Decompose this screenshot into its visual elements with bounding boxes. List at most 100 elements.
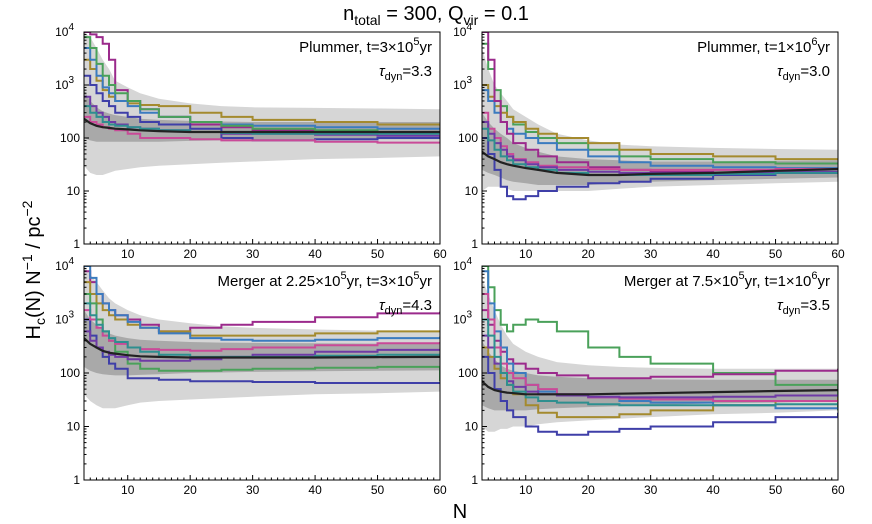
- x-tick-label: 50: [769, 247, 783, 261]
- x-tick-label: 40: [308, 247, 322, 261]
- ylabel-pc: / pc: [23, 216, 45, 254]
- y-tick-base: 10: [453, 25, 467, 39]
- x-tick-label: 60: [433, 483, 447, 497]
- x-tick-label: 10: [519, 247, 533, 261]
- ylabel-exp2: −2: [19, 200, 35, 216]
- band-outer: [482, 48, 838, 191]
- ann-tau-sub: dyn: [385, 71, 403, 83]
- ann-tau-sub: dyn: [783, 71, 801, 83]
- y-tick-sup: 3: [466, 310, 472, 321]
- y-tick-base: 10: [453, 78, 467, 92]
- y-tick-label: 104: [453, 256, 472, 273]
- title-n-sub: total: [354, 12, 380, 28]
- y-tick-sup: 4: [68, 22, 74, 33]
- ann-seg: Plummer, t=3×10: [299, 39, 413, 56]
- y-tick-sup: 3: [68, 310, 74, 321]
- series-line-6: [482, 334, 838, 399]
- x-tick-label: 50: [371, 247, 385, 261]
- series-line-2: [482, 89, 838, 170]
- x-tick-label: 10: [121, 483, 135, 497]
- y-tick-base: 10: [453, 259, 467, 273]
- x-tick-label: 40: [706, 247, 720, 261]
- ann-tau-sub: dyn: [783, 305, 801, 317]
- ann-sup: 5: [341, 270, 347, 282]
- y-tick-sup: 4: [68, 256, 74, 267]
- median-line: [84, 117, 440, 134]
- ann-tau: τ: [379, 63, 386, 80]
- y-tick-label: 103: [55, 310, 74, 327]
- series-line-1: [482, 84, 838, 161]
- band-inner: [482, 340, 838, 411]
- y-tick-label: 1: [471, 237, 478, 251]
- series-line-3: [482, 32, 838, 174]
- annotation-line2: τdyn=3.5: [777, 297, 830, 317]
- series-line-1: [482, 309, 838, 380]
- ann-tau-val: =4.3: [402, 297, 432, 314]
- title-mid: = 300, Q: [381, 3, 464, 25]
- ann-tau: τ: [379, 297, 386, 314]
- title-end: = 0.1: [478, 3, 529, 25]
- y-tick-base: 10: [55, 25, 69, 39]
- y-tick-sup: 3: [466, 75, 472, 86]
- figure-title: ntotal = 300, Qvir = 0.1: [343, 3, 529, 28]
- ann-seg: yr: [818, 273, 831, 290]
- series-line-6: [84, 115, 440, 144]
- x-tick-label: 50: [769, 483, 783, 497]
- title-n: n: [343, 3, 354, 25]
- x-tick-label: 40: [308, 483, 322, 497]
- x-tick-label: 60: [433, 247, 447, 261]
- plot-area: [84, 32, 440, 175]
- ann-sup: 5: [413, 270, 419, 282]
- y-tick-label: 103: [453, 75, 472, 92]
- y-tick-sup: 3: [68, 75, 74, 86]
- ann-tau-val: =3.3: [402, 63, 432, 80]
- x-tick-label: 20: [183, 483, 197, 497]
- series-line-7: [482, 318, 838, 407]
- y-tick-label: 10: [465, 420, 479, 434]
- y-tick-label: 104: [55, 22, 74, 39]
- y-tick-label: 100: [60, 131, 80, 145]
- y-tick-sup: 4: [466, 256, 472, 267]
- plot-area: [482, 266, 838, 436]
- x-axis-label: N: [453, 501, 467, 523]
- plot-area: [482, 32, 838, 201]
- annotation-line1: Plummer, t=1×106yr: [697, 36, 830, 56]
- x-tick-label: 60: [831, 247, 845, 261]
- ann-seg: yr: [420, 273, 433, 290]
- annotation-line2: τdyn=4.3: [379, 297, 432, 317]
- annotation-line1: Merger at 2.25×105yr, t=3×105yr: [218, 270, 432, 290]
- band-inner: [84, 90, 440, 142]
- y-tick-label: 100: [458, 131, 478, 145]
- y-tick-label: 10: [465, 184, 479, 198]
- plot-area: [84, 266, 440, 409]
- series-line-5: [482, 293, 838, 402]
- y-tick-label: 10: [67, 184, 81, 198]
- title-q-sub: vir: [464, 12, 479, 28]
- x-tick-label: 20: [581, 247, 595, 261]
- series-line-0: [482, 266, 838, 411]
- median-line: [482, 150, 838, 177]
- ann-sup: 6: [811, 270, 817, 282]
- ann-tau-val: =3.0: [800, 63, 830, 80]
- x-tick-label: 20: [581, 483, 595, 497]
- y-tick-label: 1: [471, 473, 478, 487]
- y-tick-label: 104: [55, 256, 74, 273]
- ann-sup: 6: [811, 36, 817, 48]
- x-tick-label: 60: [831, 483, 845, 497]
- x-tick-label: 30: [644, 483, 658, 497]
- series-line-5: [84, 330, 440, 362]
- ylabel-h: H: [23, 325, 45, 339]
- ylabel-c: c: [32, 318, 48, 325]
- series-line-4: [482, 355, 838, 436]
- ylabel-n: (N) N: [23, 270, 45, 318]
- series-line-4: [482, 137, 838, 201]
- x-tick-label: 30: [246, 483, 260, 497]
- annotation-line1: Plummer, t=3×105yr: [299, 36, 432, 56]
- ann-sup: 5: [413, 36, 419, 48]
- y-tick-base: 10: [55, 313, 69, 327]
- annotation-line1: Merger at 7.5×105yr, t=1×106yr: [624, 270, 830, 290]
- series-line-5: [482, 111, 838, 171]
- ann-sup: 5: [739, 270, 745, 282]
